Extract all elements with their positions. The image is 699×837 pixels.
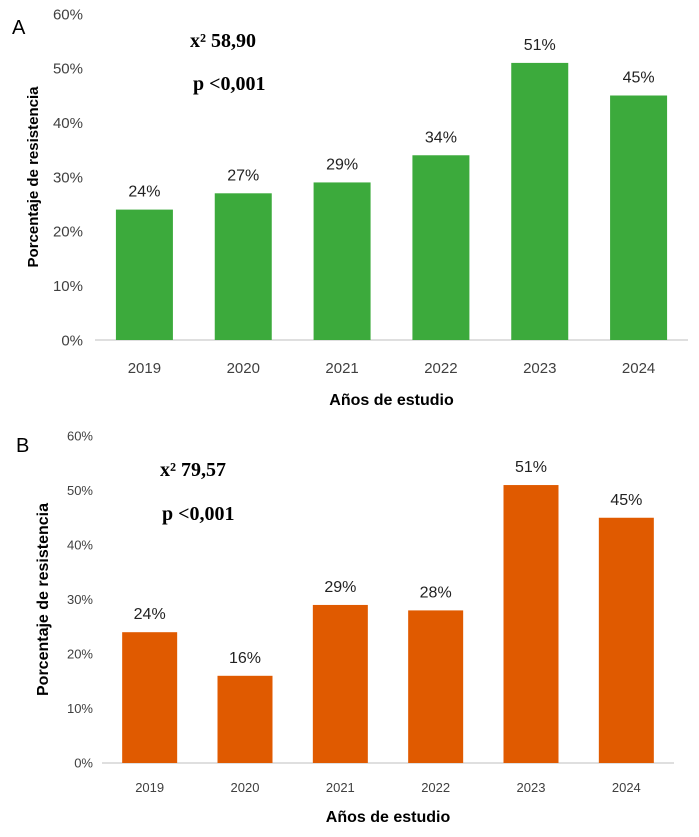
x-tick-label: 2020 [227,360,260,377]
x-tick-label: 2022 [424,360,457,377]
y-tick-label: 60% [67,429,93,444]
x-tick-label: 2019 [135,780,164,795]
panel-letter: A [12,17,26,39]
bar [312,604,368,763]
p-value-annotation: p <0,001 [162,503,235,525]
bar [214,193,272,340]
bar [313,182,371,340]
y-tick-label: 50% [67,483,93,498]
x-tick-label: 2024 [622,360,655,377]
bar [122,632,178,763]
chi-square-annotation: x² 79,57 [160,459,226,481]
panel-letter: B [16,435,29,457]
x-axis-title: Años de estudio [329,392,454,409]
data-label: 45% [610,492,642,509]
y-tick-label: 10% [53,278,83,295]
bar [412,155,470,340]
bar [217,675,273,763]
y-tick-label: 10% [67,701,93,716]
data-label: 29% [324,579,356,596]
y-tick-label: 0% [61,332,83,349]
data-label: 45% [623,70,655,87]
y-tick-label: 60% [53,6,83,23]
x-axis-title: Años de estudio [326,809,451,826]
x-tick-label: 2020 [231,780,260,795]
y-tick-label: 0% [74,756,93,771]
y-tick-label: 20% [67,647,93,662]
bar [115,209,173,340]
data-label: 29% [326,156,358,173]
y-tick-label: 50% [53,61,83,78]
chi-square-annotation: x² 58,90 [190,30,256,52]
x-tick-label: 2021 [325,360,358,377]
p-value-annotation: p <0,001 [193,73,266,95]
y-tick-label: 40% [53,115,83,132]
data-label: 28% [420,584,452,601]
data-label: 51% [515,459,547,476]
y-axis-title: Porcentaje de resistencia [35,503,52,696]
data-label: 51% [524,37,556,54]
bar [511,62,569,341]
x-tick-label: 2021 [326,780,355,795]
y-tick-label: 30% [53,169,83,186]
y-tick-label: 30% [67,592,93,607]
x-tick-label: 2023 [517,780,546,795]
bar [503,485,559,763]
x-tick-label: 2022 [421,780,450,795]
bar [408,610,464,763]
chart-panel-b: B 0% 10% 20% 30% 40% 50% 60% 24% 2019 16% 2020 29% 20… [16,429,674,826]
x-tick-label: 2024 [612,780,641,795]
chart-panel-a: A 0% 10% 20% 30% 40% 50% 60% 24% 2019 27% 2020 29% 20… [12,6,688,409]
y-tick-label: 20% [53,224,83,241]
data-label: 16% [229,650,261,667]
data-label: 34% [425,129,457,146]
data-label: 24% [128,184,160,201]
x-tick-label: 2019 [128,360,161,377]
bar [598,517,654,763]
x-tick-label: 2023 [523,360,556,377]
data-label: 24% [134,606,166,623]
y-tick-label: 40% [67,538,93,553]
data-label: 27% [227,167,259,184]
bar [610,95,668,340]
y-axis-title: Porcentaje de resistencia [25,86,42,268]
